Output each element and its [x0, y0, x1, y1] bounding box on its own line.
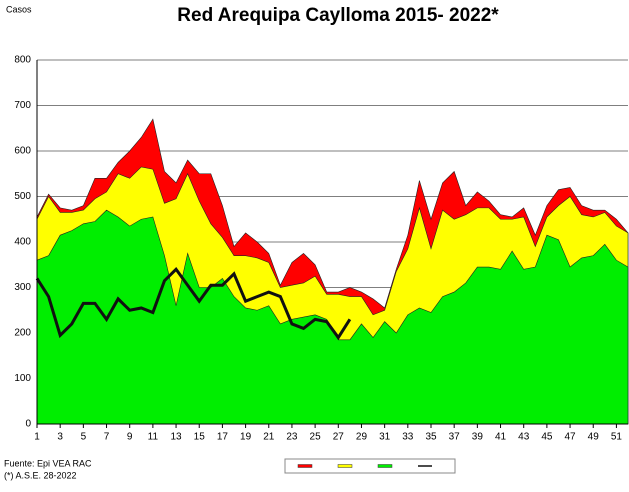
x-tick-label: 33 [402, 432, 414, 443]
legend-box [284, 458, 456, 474]
x-tick-label: 17 [217, 432, 229, 443]
x-tick-label: 51 [611, 432, 623, 443]
x-tick-label: 29 [356, 432, 368, 443]
x-tick-label: 21 [263, 432, 275, 443]
x-tick-label: 39 [472, 432, 484, 443]
x-tick-label: 35 [425, 432, 437, 443]
x-tick-label: 31 [379, 432, 391, 443]
x-tick-label: 41 [495, 432, 507, 443]
chart-title: Red Arequipa Caylloma 2015- 2022* [177, 5, 499, 26]
x-tick-label: 1 [34, 432, 40, 443]
x-tick-label: 13 [170, 432, 182, 443]
y-tick-label: 600 [14, 146, 31, 157]
legend-swatch [297, 464, 313, 468]
y-tick-label: 400 [14, 237, 31, 248]
x-tick-label: 45 [541, 432, 553, 443]
y-tick-label: 500 [14, 191, 31, 202]
y-axis-label: Casos [6, 4, 32, 14]
y-tick-label: 200 [14, 328, 31, 339]
x-tick-label: 49 [588, 432, 600, 443]
x-tick-label: 19 [240, 432, 252, 443]
area [36, 209, 629, 425]
y-tick-label: 700 [14, 100, 31, 111]
y-tick-label: 0 [25, 419, 31, 430]
x-tick-label: 27 [333, 432, 345, 443]
y-tick-label: 300 [14, 282, 31, 293]
period-note: (*) A.S.E. 28-2022 [4, 470, 77, 480]
legend-swatch [337, 464, 353, 468]
source-note: Fuente: Epi VEA RAC [4, 458, 92, 468]
x-tick-label: 3 [57, 432, 63, 443]
y-tick-label: 800 [14, 55, 31, 66]
x-tick-label: 11 [148, 432, 159, 443]
line [35, 267, 352, 341]
x-tick-label: 37 [449, 432, 461, 443]
x-tick-label: 15 [194, 432, 206, 443]
x-tick-label: 23 [286, 432, 298, 443]
x-tick-label: 7 [104, 432, 110, 443]
x-tick-label: 43 [518, 432, 530, 443]
y-tick-label: 100 [14, 373, 31, 384]
x-tick-label: 47 [564, 432, 576, 443]
legend-swatch [377, 464, 393, 468]
x-tick-label: 9 [127, 432, 133, 443]
x-tick-label: 5 [81, 432, 87, 443]
x-tick-label: 25 [310, 432, 322, 443]
